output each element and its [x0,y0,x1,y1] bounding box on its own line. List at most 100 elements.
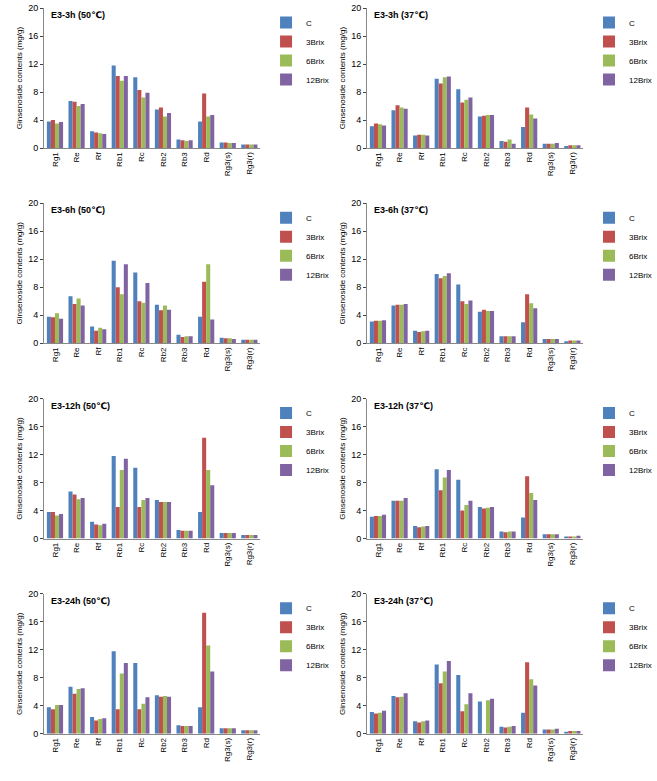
svg-text:8: 8 [356,673,361,683]
svg-text:Rg3(r): Rg3(r) [245,347,254,370]
svg-text:E3-24h (50℃): E3-24h (50℃) [51,596,110,606]
svg-text:Rf: Rf [94,347,103,356]
svg-text:Rg3(r): Rg3(r) [245,738,254,761]
svg-text:Rb3: Rb3 [503,347,512,362]
svg-text:Re: Re [395,347,404,358]
svg-text:20: 20 [351,589,361,599]
svg-text:Rb2: Rb2 [159,737,168,752]
svg-text:Rb3: Rb3 [180,737,189,752]
svg-text:Rb2: Rb2 [159,152,168,167]
svg-text:4: 4 [33,506,38,516]
svg-text:6Brix: 6Brix [306,642,324,651]
svg-text:20: 20 [351,3,361,13]
svg-text:4: 4 [356,310,361,320]
svg-text:12Brix: 12Brix [306,466,329,475]
svg-text:Re: Re [395,152,404,163]
svg-text:Rg3(s): Rg3(s) [546,347,555,371]
svg-text:Ginsenoside contents (mg/g): Ginsenoside contents (mg/g) [338,222,347,325]
svg-text:Rb1: Rb1 [438,152,447,167]
svg-text:Rd: Rd [202,738,211,748]
svg-text:Rc: Rc [137,738,146,748]
svg-text:Rg1: Rg1 [51,347,60,362]
svg-text:Rb2: Rb2 [482,542,491,557]
svg-text:Rd: Rd [202,543,211,553]
svg-text:Rg3(r): Rg3(r) [568,347,577,370]
svg-text:3Brix: 3Brix [306,38,324,47]
svg-text:8: 8 [356,282,361,292]
svg-text:Rg3(r): Rg3(r) [568,152,577,175]
svg-text:0: 0 [356,534,361,544]
svg-text:20: 20 [351,394,361,404]
svg-text:3Brix: 3Brix [306,233,324,242]
svg-text:12: 12 [351,254,361,264]
svg-text:Rc: Rc [460,152,469,162]
svg-text:Ginsenoside contents (mg/g): Ginsenoside contents (mg/g) [15,612,24,715]
svg-text:Re: Re [72,737,81,748]
svg-text:Rb2: Rb2 [159,542,168,557]
svg-text:Rd: Rd [525,738,534,748]
svg-text:Rb3: Rb3 [180,347,189,362]
svg-text:Rg3(s): Rg3(s) [223,542,232,566]
svg-text:C: C [306,409,312,418]
svg-text:Rg3(s): Rg3(s) [546,542,555,566]
svg-text:4: 4 [33,701,38,711]
svg-text:12Brix: 12Brix [629,661,652,670]
svg-text:C: C [629,214,635,223]
svg-text:3Brix: 3Brix [629,428,647,437]
svg-text:Rg3(s): Rg3(s) [223,347,232,371]
svg-text:4: 4 [33,115,38,125]
svg-text:Ginsenoside contents (mg/g): Ginsenoside contents (mg/g) [15,27,24,130]
svg-text:Rb1: Rb1 [115,152,124,167]
svg-text:Rb1: Rb1 [438,542,447,557]
svg-text:Rb1: Rb1 [115,737,124,752]
svg-text:12: 12 [28,645,38,655]
svg-text:12Brix: 12Brix [629,271,652,280]
svg-text:C: C [306,19,312,28]
svg-text:E3-24h (37℃): E3-24h (37℃) [374,596,433,606]
svg-text:16: 16 [351,226,361,236]
svg-text:Rd: Rd [202,152,211,162]
svg-text:3Brix: 3Brix [629,38,647,47]
svg-text:4: 4 [33,310,38,320]
svg-text:Rb3: Rb3 [503,152,512,167]
svg-text:12Brix: 12Brix [629,76,652,85]
svg-text:Rg3(s): Rg3(s) [546,738,555,762]
svg-text:12Brix: 12Brix [306,76,329,85]
svg-text:Re: Re [72,152,81,163]
svg-text:Rc: Rc [137,543,146,553]
svg-text:Rb3: Rb3 [180,542,189,557]
svg-text:Rc: Rc [460,738,469,748]
svg-text:20: 20 [28,589,38,599]
svg-text:3Brix: 3Brix [629,623,647,632]
svg-text:0: 0 [356,338,361,348]
svg-text:4: 4 [356,506,361,516]
svg-text:16: 16 [351,31,361,41]
svg-text:16: 16 [351,422,361,432]
svg-text:Rg3(r): Rg3(r) [568,542,577,565]
svg-text:Rg3(s): Rg3(s) [223,738,232,762]
svg-text:4: 4 [356,701,361,711]
svg-text:Rg1: Rg1 [51,737,60,752]
svg-text:C: C [629,604,635,613]
svg-text:8: 8 [33,282,38,292]
svg-text:Rg1: Rg1 [51,542,60,557]
svg-text:Rc: Rc [137,152,146,162]
svg-text:6Brix: 6Brix [629,447,647,456]
svg-text:Rg3(s): Rg3(s) [223,152,232,176]
svg-text:Re: Re [395,542,404,553]
svg-text:Rg1: Rg1 [51,152,60,167]
svg-text:Ginsenoside contents (mg/g): Ginsenoside contents (mg/g) [15,417,24,520]
svg-text:C: C [306,214,312,223]
svg-text:16: 16 [28,422,38,432]
svg-text:20: 20 [28,3,38,13]
svg-text:3Brix: 3Brix [306,428,324,437]
svg-text:Rd: Rd [525,152,534,162]
svg-text:6Brix: 6Brix [306,57,324,66]
svg-text:Rb2: Rb2 [482,152,491,167]
svg-text:0: 0 [33,143,38,153]
svg-text:Rf: Rf [417,347,426,356]
svg-text:Rg3(r): Rg3(r) [568,738,577,761]
svg-text:3Brix: 3Brix [306,623,324,632]
svg-text:12: 12 [351,450,361,460]
svg-text:6Brix: 6Brix [306,252,324,261]
